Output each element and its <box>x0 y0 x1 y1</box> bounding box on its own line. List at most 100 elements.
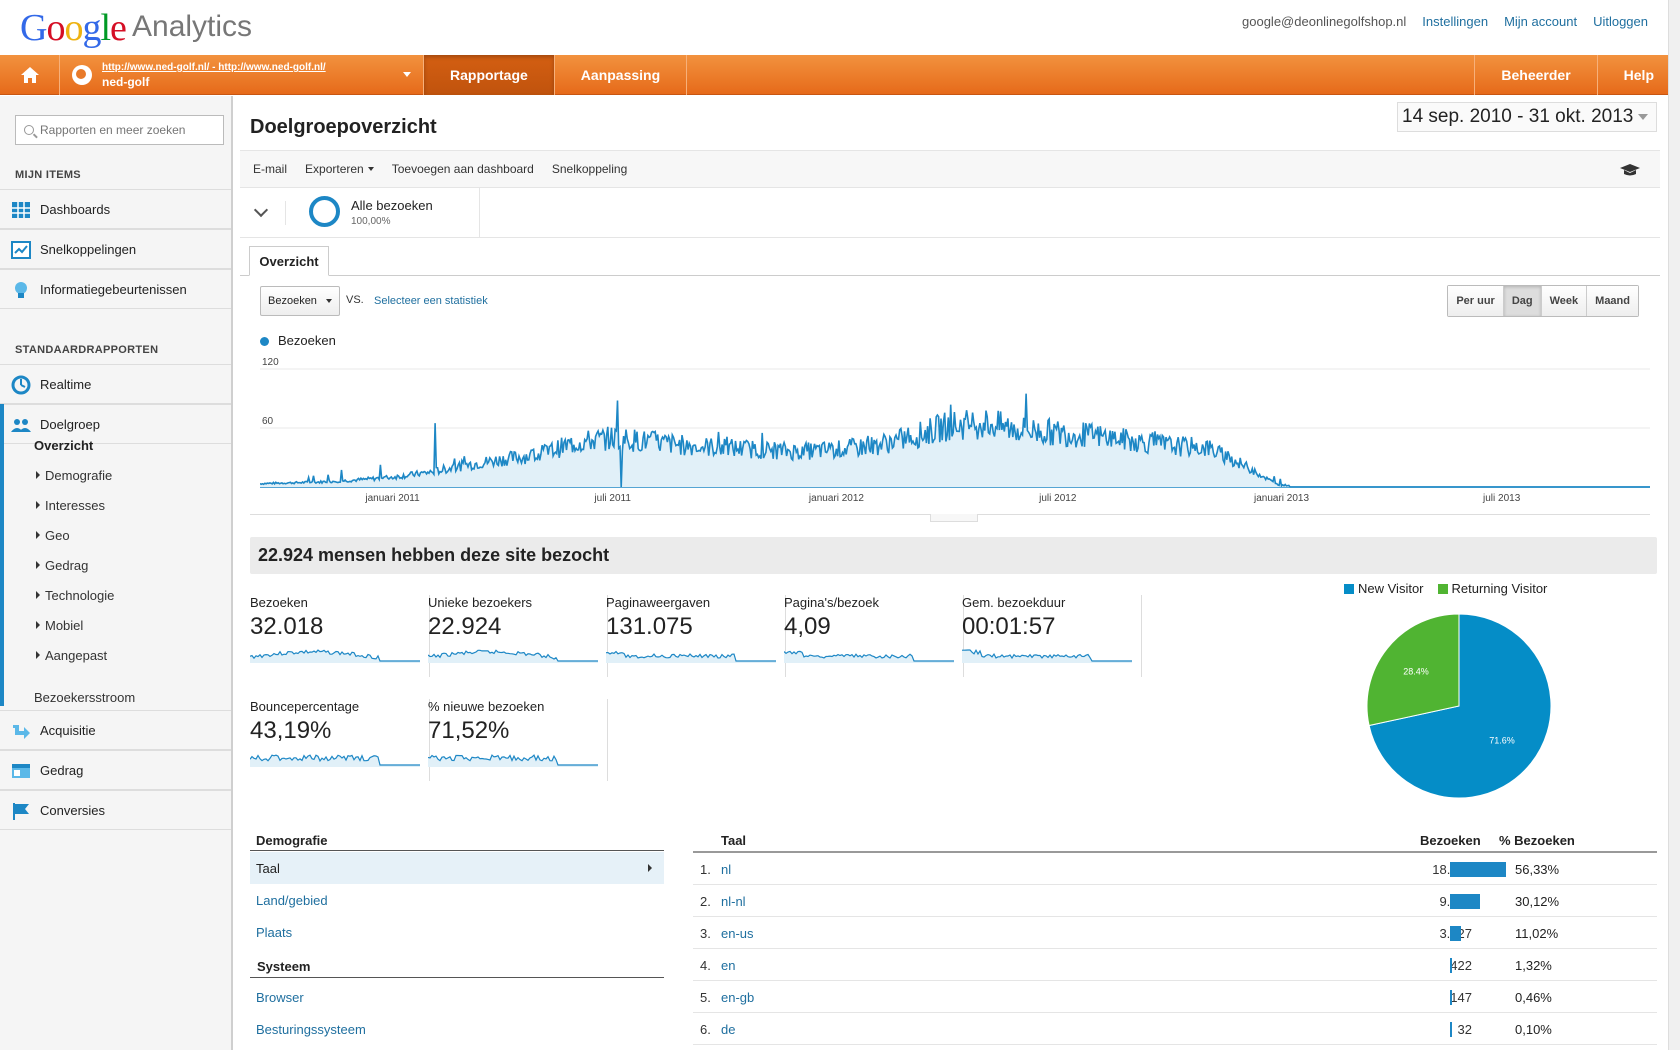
sidebar-sub-interesses[interactable]: Interesses <box>36 498 105 513</box>
series-line-bezoeken[interactable] <box>260 393 1650 488</box>
sidebar-item-acquisition[interactable]: Acquisitie <box>0 710 231 750</box>
row-rank: 2. <box>700 894 711 909</box>
sidebar-item-behavior[interactable]: Gedrag <box>0 750 231 790</box>
sidebar-sub-mobiel[interactable]: Mobiel <box>36 618 83 633</box>
account-email: google@deonlinegolfshop.nl <box>1242 14 1407 29</box>
systeem-item-os[interactable]: Besturingssysteem <box>256 1021 366 1037</box>
sidebar-sub-demografie[interactable]: Demografie <box>36 468 112 483</box>
chart-resize-handle[interactable] <box>930 514 978 522</box>
tab-rapportage[interactable]: Rapportage <box>424 55 555 95</box>
search-input[interactable] <box>40 123 220 137</box>
legend-swatch <box>1344 584 1354 594</box>
sidebar-sub-overzicht[interactable]: Overzicht <box>34 438 94 453</box>
metric-label: Bouncepercentage <box>250 699 360 714</box>
language-link[interactable]: nl <box>721 862 732 877</box>
metric-card[interactable]: % nieuwe bezoeken 71,52% <box>418 699 608 781</box>
select-statistic-link[interactable]: Selecteer een statistiek <box>374 295 488 307</box>
divider <box>250 977 664 978</box>
sidebar-sub-geo[interactable]: Geo <box>36 528 70 543</box>
export-button[interactable]: Exporteren <box>305 162 374 176</box>
lightbulb-icon <box>15 282 27 298</box>
table-row: 1.nl18.03756,33% <box>693 853 1657 885</box>
metric-value: 00:01:57 <box>962 613 1056 640</box>
tab-aanpassing[interactable]: Aanpassing <box>555 55 688 95</box>
segment-name[interactable]: Alle bezoeken <box>351 198 433 213</box>
metric-sparkline <box>250 649 420 663</box>
period-hourly-button[interactable]: Per uur <box>1448 286 1504 316</box>
systeem-item-browser[interactable]: Browser <box>256 989 304 1005</box>
x-tick-label: juli 2012 <box>1038 493 1077 504</box>
pie-slice-new-visitor[interactable] <box>1368 613 1552 799</box>
sidebar-item-label: Dashboards <box>40 201 111 217</box>
settings-link[interactable]: Instellingen <box>1422 14 1489 29</box>
metric-sparkline <box>428 649 598 663</box>
graduation-cap-icon[interactable] <box>1620 163 1640 177</box>
profile-name: ned-golf <box>102 75 150 89</box>
google-logo[interactable]: Google <box>20 7 127 49</box>
metric-card[interactable]: Bouncepercentage 43,19% <box>240 699 430 781</box>
row-rank: 4. <box>700 958 711 973</box>
period-week-button[interactable]: Week <box>1541 286 1588 316</box>
metric-card[interactable]: Gem. bezoekduur 00:01:57 <box>952 595 1142 677</box>
tab-beheerder[interactable]: Beheerder <box>1474 55 1596 95</box>
flag-icon <box>13 803 29 820</box>
pct-visits-col-header[interactable]: % Bezoeken <box>1499 833 1575 848</box>
metric-select[interactable]: Bezoeken <box>260 286 340 316</box>
pie-legend-returning-label: Returning Visitor <box>1451 581 1548 596</box>
series-area <box>260 393 1650 487</box>
divider <box>240 275 1660 276</box>
sidebar-item-conversions[interactable]: Conversies <box>0 790 231 830</box>
chevron-down-icon[interactable] <box>250 201 286 225</box>
sidebar-sub-aangepast[interactable]: Aangepast <box>36 648 107 663</box>
metric-select-value: Bezoeken <box>268 295 317 307</box>
tab-help[interactable]: Help <box>1596 55 1680 95</box>
pct-bar <box>1450 862 1507 877</box>
language-link[interactable]: de <box>721 1022 736 1037</box>
period-day-button[interactable]: Dag <box>1503 286 1542 316</box>
pie-slice-returning-visitor[interactable] <box>1366 613 1460 727</box>
period-month-button[interactable]: Maand <box>1587 286 1638 316</box>
table-row: 3.en-us3.52711,02% <box>693 917 1657 949</box>
account-links: google@deonlinegolfshop.nl Instellingen … <box>1242 14 1648 29</box>
metric-card[interactable]: Bezoeken 32.018 <box>240 595 430 677</box>
my-account-link[interactable]: Mijn account <box>1504 14 1578 29</box>
tab-overzicht[interactable]: Overzicht <box>249 246 329 276</box>
language-link[interactable]: en <box>721 958 736 973</box>
profile-selector[interactable]: http://www.ned-golf.nl/ - http://www.ned… <box>60 55 424 95</box>
sidebar-sub-gedrag[interactable]: Gedrag <box>36 558 88 573</box>
sidebar-item-intelligence-events[interactable]: Informatiegebeurtenissen <box>0 269 231 309</box>
visitor-type-pie-chart[interactable]: 71.6% 28.4% <box>1364 611 1554 801</box>
metric-card[interactable]: Paginaweergaven 131.075 <box>596 595 786 677</box>
sidebar-item-realtime[interactable]: Realtime <box>0 364 231 404</box>
visits-col-header[interactable]: Bezoeken <box>1420 833 1481 848</box>
scrollbar[interactable] <box>1668 0 1680 1050</box>
language-link[interactable]: en-us <box>721 926 754 941</box>
report-search[interactable] <box>15 115 224 145</box>
metric-card[interactable]: Pagina's/bezoek 4,09 <box>774 595 964 677</box>
pct-bar <box>1450 1022 1452 1037</box>
pct-value: 0,10% <box>1515 1022 1552 1037</box>
demografie-item-land[interactable]: Land/gebied <box>256 892 328 908</box>
sidebar-sub-bezoekersstroom[interactable]: Bezoekersstroom <box>34 690 136 705</box>
analytics-wordmark: Analytics <box>132 10 253 43</box>
home-button[interactable] <box>0 55 60 95</box>
sidebar-item-label: Conversies <box>40 802 106 818</box>
metric-card[interactable]: Unieke bezoekers 22.924 <box>418 595 608 677</box>
add-to-dashboard-button[interactable]: Toevoegen aan dashboard <box>391 162 534 176</box>
sidebar-item-shortcuts[interactable]: Snelkoppelingen <box>0 229 231 269</box>
email-button[interactable]: E-mail <box>253 162 288 176</box>
language-link[interactable]: nl-nl <box>721 894 746 909</box>
visits-line-chart[interactable]: 120 60 januari 2011 juli 2011 januari 2012 ju… <box>260 351 1650 511</box>
language-link[interactable]: en-gb <box>721 990 755 1005</box>
sidebar-item-audience[interactable]: Doelgroep <box>0 404 231 444</box>
date-range-picker[interactable]: 14 sep. 2010 - 31 okt. 2013 <box>1397 102 1657 132</box>
sidebar-sub-technologie[interactable]: Technologie <box>36 588 114 603</box>
profile-url: http://www.ned-golf.nl/ - http://www.ned… <box>102 62 326 73</box>
main-nav: http://www.ned-golf.nl/ - http://www.ned… <box>0 55 1680 95</box>
sidebar-item-dashboards[interactable]: Dashboards <box>0 189 231 229</box>
metric-sparkline <box>250 754 420 767</box>
demografie-item-taal[interactable]: Taal <box>250 852 664 884</box>
demografie-item-plaats[interactable]: Plaats <box>256 924 293 940</box>
logout-link[interactable]: Uitloggen <box>1593 14 1648 29</box>
shortcut-button[interactable]: Snelkoppeling <box>551 162 628 176</box>
